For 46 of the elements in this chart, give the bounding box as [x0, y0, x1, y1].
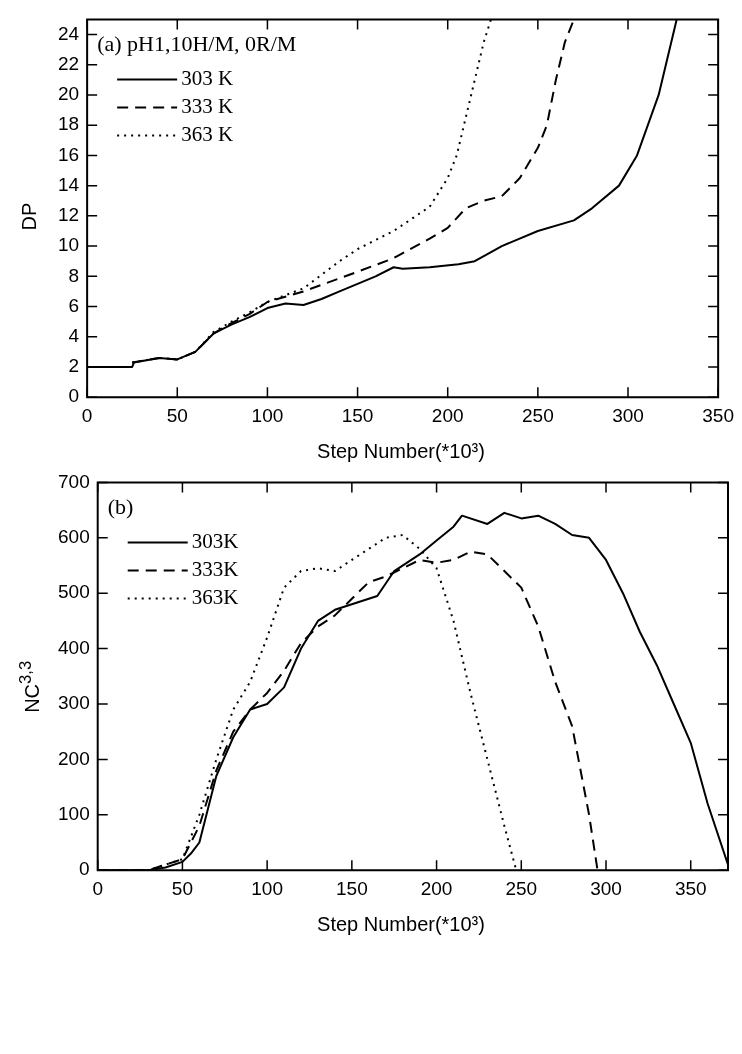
legend-label: 333K	[191, 556, 239, 581]
y-tick-label: 10	[57, 234, 80, 256]
y-tick-label: 12	[57, 204, 80, 226]
legend-title: (b)	[107, 494, 134, 520]
x-axis-title: Step Number(*10³)	[316, 913, 486, 936]
y-tick-label: 20	[57, 83, 80, 105]
y-tick-label: 8	[68, 264, 80, 286]
y-tick-label: 0	[68, 385, 80, 407]
x-tick-label: 50	[171, 877, 193, 899]
x-tick-label: 100	[251, 404, 284, 426]
x-tick-label: 200	[431, 404, 464, 426]
y-tick-label: 0	[79, 858, 90, 880]
x-tick-label: 200	[420, 877, 453, 899]
x-tick-label: 250	[522, 404, 554, 426]
x-tick-label: 350	[702, 404, 734, 426]
x-tick-label: 100	[251, 877, 283, 899]
y-tick-label: 22	[57, 52, 80, 74]
x-tick-label: 300	[590, 877, 622, 899]
y-tick-label: 300	[58, 692, 90, 714]
y-tick-label: 24	[57, 22, 80, 44]
legend-title: (a) pH1,10H/M, 0R/M	[97, 31, 297, 57]
y-axis-title: DP	[18, 202, 42, 231]
x-tick-label: 150	[336, 877, 368, 899]
y-tick-label: 700	[58, 470, 90, 492]
x-tick-label: 50	[166, 404, 188, 426]
legend-label: 333 K	[181, 93, 234, 118]
y-tick-label: 600	[58, 526, 90, 548]
y-tick-label: 4	[68, 324, 80, 346]
legend-label: 363 K	[181, 121, 234, 146]
y-tick-label: 2	[68, 355, 80, 377]
x-tick-label: 350	[674, 877, 707, 899]
y-tick-label: 400	[58, 636, 90, 658]
legend-label: 303K	[191, 528, 239, 553]
x-axis-title: Step Number(*10³)	[316, 440, 486, 463]
y-tick-label: 500	[58, 581, 90, 603]
y-tick-label: 100	[58, 803, 90, 825]
y-tick-label: 200	[58, 747, 90, 769]
legend-label: 303 K	[181, 65, 234, 90]
y-tick-label: 6	[68, 294, 80, 316]
x-tick-label: 150	[341, 404, 374, 426]
y-tick-label: 18	[57, 113, 80, 135]
x-tick-label: 300	[612, 404, 644, 426]
x-tick-label: 250	[505, 877, 538, 899]
legend-label: 363K	[191, 584, 239, 609]
y-tick-label: 14	[57, 173, 80, 195]
y-tick-label: 16	[57, 143, 80, 165]
